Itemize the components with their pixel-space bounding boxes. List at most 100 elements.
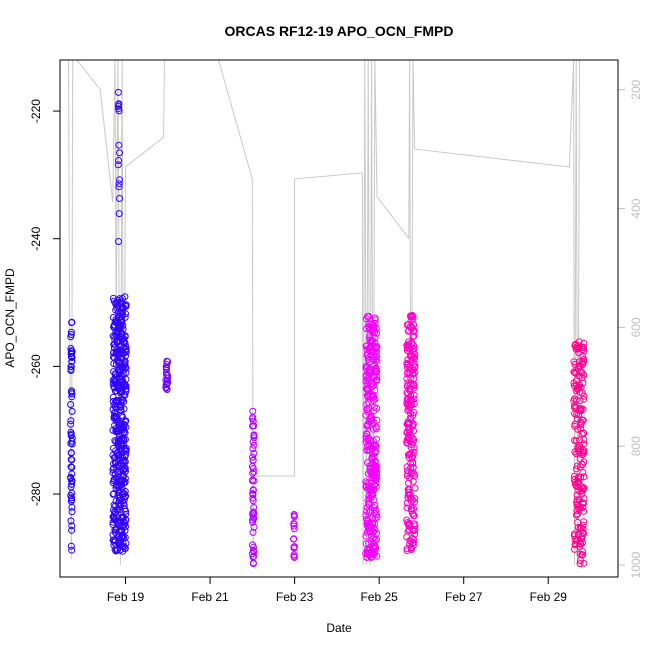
data-point (119, 348, 127, 356)
y2-tick-label: 200 (629, 79, 643, 99)
data-point (109, 518, 117, 526)
data-point (121, 505, 129, 513)
data-point (576, 362, 584, 370)
y-tick-label: -220 (29, 99, 43, 123)
data-point (579, 352, 587, 360)
data-point (364, 517, 372, 525)
data-point (109, 349, 117, 357)
data-point (116, 403, 124, 410)
data-point (122, 523, 129, 531)
data-point (572, 465, 580, 473)
data-point (67, 473, 75, 481)
data-point (122, 417, 130, 425)
data-point (373, 404, 381, 412)
data-point (571, 404, 578, 411)
data-point (365, 358, 373, 366)
x-tick-label: Feb 27 (445, 590, 483, 604)
data-point (406, 537, 414, 544)
data-point (367, 482, 375, 490)
data-point (117, 406, 125, 414)
data-point (576, 388, 583, 396)
data-point (120, 496, 128, 504)
data-point (576, 455, 584, 463)
data-point (404, 327, 412, 335)
data-point (373, 435, 380, 443)
data-point (250, 441, 258, 449)
data-point (405, 526, 413, 534)
data-point (119, 308, 126, 316)
data-point (580, 395, 588, 403)
data-point (121, 361, 129, 369)
data-point (249, 518, 257, 526)
data-point (109, 521, 117, 529)
data-point (67, 328, 75, 336)
data-point (574, 479, 582, 487)
data-point (366, 544, 374, 552)
series-flight-2 (109, 293, 130, 555)
data-point (67, 417, 75, 425)
data-point (410, 332, 418, 340)
data-point (578, 430, 586, 438)
data-point (162, 381, 170, 389)
data-point (409, 313, 417, 321)
data-point (362, 550, 370, 558)
data-point (68, 456, 76, 464)
y-axis-label: APO_OCN_FMPD (3, 268, 17, 368)
data-point (110, 454, 118, 462)
data-point (405, 426, 413, 434)
data-point (119, 476, 127, 484)
data-point (113, 415, 121, 423)
data-point (368, 326, 376, 334)
data-point (573, 415, 581, 423)
data-point (410, 444, 418, 452)
data-point (120, 405, 128, 413)
data-point (249, 486, 257, 494)
data-point (119, 303, 127, 311)
data-point (250, 510, 258, 518)
data-point (68, 353, 75, 361)
data-point (363, 435, 370, 442)
data-point (250, 523, 258, 531)
data-point (365, 378, 373, 386)
data-point (405, 486, 413, 494)
data-point (579, 551, 587, 559)
data-point (366, 527, 374, 535)
data-point (115, 210, 123, 218)
data-point (362, 483, 370, 491)
data-point (115, 100, 123, 108)
data-point (363, 430, 371, 437)
data-point (368, 453, 376, 461)
data-point (67, 483, 75, 491)
data-point (367, 338, 375, 346)
data-point (120, 421, 128, 428)
data-point (117, 349, 125, 357)
data-point (362, 342, 370, 350)
plot-frame (59, 59, 619, 578)
data-point (403, 504, 411, 512)
data-point (580, 355, 588, 363)
data-point (114, 161, 122, 169)
data-point (121, 418, 129, 426)
data-point (68, 388, 75, 396)
data-point (570, 532, 578, 540)
data-point (162, 384, 170, 392)
data-point (373, 373, 381, 381)
data-point (116, 149, 123, 157)
data-point (364, 392, 372, 400)
data-point (579, 346, 587, 353)
data-point (118, 313, 126, 321)
data-point (408, 352, 416, 360)
data-point (577, 383, 585, 391)
data-point (578, 369, 586, 377)
y-tick-label: -260 (29, 354, 43, 378)
series-flight-2-profile (114, 88, 123, 245)
data-point (363, 350, 371, 358)
data-point (373, 353, 381, 360)
data-point (119, 379, 127, 387)
data-point (373, 368, 381, 376)
x-tick-label: Feb 19 (107, 590, 145, 604)
data-point (110, 353, 117, 361)
data-point (579, 448, 587, 456)
data-point (115, 183, 123, 191)
data-point (249, 465, 257, 472)
